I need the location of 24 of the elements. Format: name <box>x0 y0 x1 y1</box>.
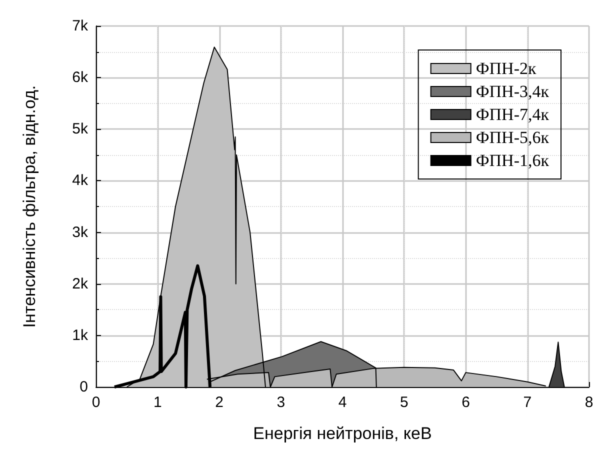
y-axis-title: Інтенсивність фільтра, відн.од. <box>20 85 39 328</box>
x-tick-label: 5 <box>400 394 408 411</box>
y-tick-label: 3k <box>72 224 88 241</box>
y-tick-label: 6k <box>72 69 88 86</box>
x-tick-label: 4 <box>338 394 347 411</box>
x-tick-label: 8 <box>584 394 594 411</box>
y-tick-label: 7k <box>72 18 88 34</box>
x-tick-label: 1 <box>153 394 162 411</box>
y-tick-label: 5k <box>72 120 88 138</box>
y-tick-label: 2k <box>72 275 88 292</box>
y-tick-label: 0 <box>80 378 88 396</box>
y-tick-label: 4k <box>72 172 88 190</box>
legend-label: ФПН-5,6к <box>476 128 550 147</box>
x-tick-label: 3 <box>276 394 286 411</box>
legend-label: ФПН-3,4к <box>476 82 550 101</box>
x-axis-title: Енергія нейтронів, кеВ <box>253 424 432 443</box>
x-tick-label: 6 <box>462 394 470 411</box>
x-tick-label: 2 <box>215 394 224 411</box>
x-tick-label: 7 <box>523 394 532 411</box>
x-tick-label: 0 <box>92 394 100 411</box>
y-tick-label: 1k <box>72 326 88 344</box>
legend-label: ФПН-1,6к <box>476 151 550 170</box>
legend-label: ФПН-7,4к <box>476 105 550 124</box>
legend-label: ФПН-2к <box>476 59 537 78</box>
